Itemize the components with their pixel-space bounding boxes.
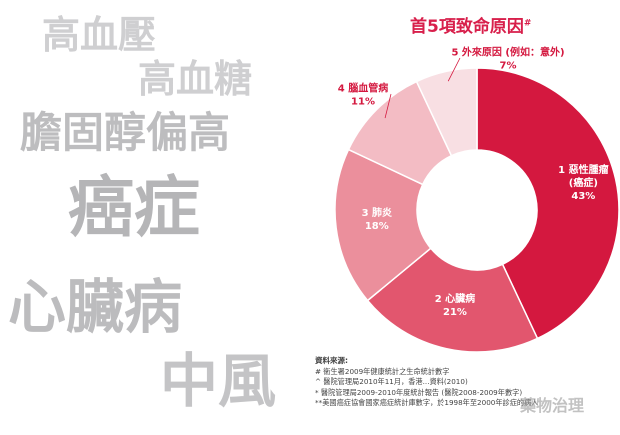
decor-word-stroke: 中風 [160,347,277,415]
slice-label-cancer-name-2: (癌症) [569,176,598,189]
source-line-3: * 醫院管理局2009-2010年度統計報告 (醫院2008-2009年數字) [315,387,523,397]
sources-heading: 資料來源: [315,356,348,365]
chart-title: 首5項致命原因# [410,12,531,37]
chart-title-text: 首5項致命原因 [410,17,524,37]
slice-label-cancer-value: 43% [571,191,595,202]
watermark: 藥物治理 [520,396,585,415]
slice-label-external-causes-value: 7% [500,61,517,72]
decor-word-cancer: 癌症 [68,169,200,246]
slice-label-cerebrovascular-value: 11% [351,97,375,108]
slice-external-causes [415,67,478,157]
decor-word-heart-disease: 心臟病 [8,273,183,341]
slice-label-cerebrovascular-name: 4 腦血管病 [338,82,388,95]
slice-label-pneumonia-name: 3 肺炎 [362,206,392,219]
slice-label-external-causes-name: 5 外來原因 (例如：意外) [451,46,564,59]
chart-title-mark: # [523,18,532,29]
slice-pneumonia [334,148,432,302]
decor-word-hypertension: 高血壓 [42,13,157,57]
slice-cancer [476,67,620,340]
slice-label-heart-disease-name: 2 心臟病 [435,292,475,305]
decor-word-cholesterol: 膽固醇偏高 [20,108,231,157]
decor-word-hyperglycemia: 高血糖 [138,57,253,101]
source-line-2: ^ 醫院管理局2010年11月，香港...資料(2010) [315,377,468,386]
leader-line-external-causes [447,57,461,82]
slice-label-pneumonia-value: 18% [365,221,389,232]
sources-block: 資料來源: # 衞生署2009年健康統計之生命統計數字 ^ 醫院管理局2010年… [315,356,538,409]
slice-heart-disease [366,247,539,353]
leader-line-cerebrovascular [384,93,392,119]
source-line-4: **美國癌症協會國家癌症統計庫數字，於1998年至2000年診症的病人 [315,398,539,407]
slice-label-cancer-name: 1 惡性腫瘤 [558,163,608,176]
slice-label-heart-disease-value: 21% [443,307,467,318]
source-line-1: # 衞生署2009年健康統計之生命統計數字 [315,366,450,376]
